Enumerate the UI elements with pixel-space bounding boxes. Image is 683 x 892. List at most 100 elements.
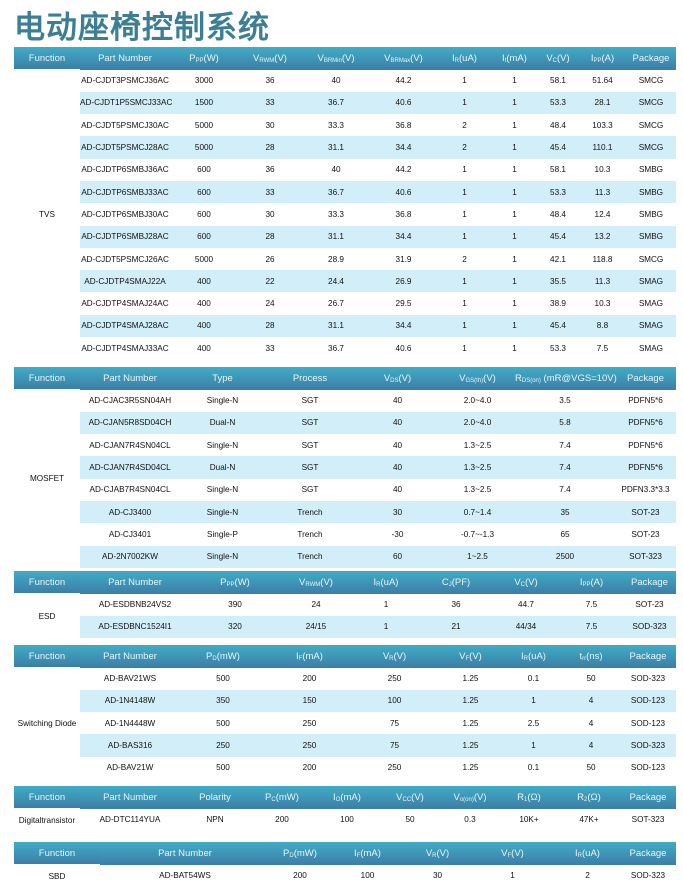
- table-cell: 29.5: [395, 299, 412, 309]
- column-header: VCC(V): [380, 786, 440, 809]
- table-cell: 40: [331, 76, 341, 86]
- table-cell: 53.3: [537, 180, 579, 204]
- header-label: V: [383, 372, 391, 384]
- table-cell: 35.5: [537, 270, 579, 293]
- header-label: Package: [629, 847, 667, 859]
- table-cell: 26.7: [328, 299, 344, 309]
- table-cell: 58.1: [550, 165, 566, 175]
- table-row: AD-CJ3401 Single-P Trench -30 -0.7~-1.3 65 SOT…: [14, 523, 676, 545]
- table-cell: 7.5: [585, 600, 598, 610]
- table-row: AD-1N4148W 350 150 100 1.25 1 4 SOD-123: [14, 689, 676, 713]
- header-subscript: PP: [593, 57, 602, 64]
- header-label: Function: [28, 372, 66, 384]
- table-cell: 7.5: [596, 343, 609, 353]
- table-cell: 12.4: [594, 209, 611, 219]
- table-cell: 1: [512, 209, 517, 219]
- table-cell: 1.25: [462, 763, 479, 773]
- header-label: Type: [212, 372, 233, 384]
- table-cell: 250: [387, 674, 402, 684]
- header-subscript: rr: [582, 655, 587, 662]
- table-cell: 60: [355, 545, 440, 568]
- table-cell: 1: [462, 76, 467, 86]
- table-cell: 65: [560, 529, 570, 539]
- header-unit: (Ω): [527, 791, 541, 803]
- table-cell: 31.1: [302, 314, 370, 338]
- part-number-cell: AD-2N7002KW: [80, 545, 180, 568]
- table-cell: 75: [389, 718, 400, 728]
- header-label: Package: [629, 791, 667, 803]
- column-header: VDS(V): [355, 367, 440, 390]
- table-cell: 1: [437, 270, 492, 293]
- table-cell: -30: [391, 529, 404, 539]
- table-cell: 28: [238, 314, 302, 338]
- table-cell: 31.9: [395, 254, 412, 264]
- table-cell: 2: [462, 254, 467, 264]
- table-cell: 2: [437, 136, 492, 159]
- header-subscript: RWM: [305, 581, 321, 588]
- part-number-cell: AD-CJDT5PSMCJ28AC: [80, 136, 170, 159]
- table-cell: 51.64: [592, 76, 613, 86]
- table-cell: 1: [492, 314, 537, 338]
- table-cell: 36: [265, 165, 275, 175]
- table-cell: SMBG: [626, 180, 676, 204]
- header-subscript: PP: [226, 581, 235, 588]
- table-row: Digitaltransistor AD-DTC114YUA NPN 200 100 50…: [14, 808, 676, 832]
- table-cell: 2.0~4.0: [440, 411, 515, 435]
- table-cell: 1: [462, 343, 467, 353]
- header-label: I: [333, 791, 336, 803]
- table-cell: 500: [216, 718, 230, 728]
- part-number-cell: AD-CJDT3PSMCJ36AC: [81, 76, 169, 86]
- table-cell: 30: [265, 120, 275, 130]
- header-label: V: [459, 372, 466, 384]
- table-cell: 50: [586, 674, 596, 684]
- table-cell: 34.4: [370, 136, 437, 159]
- column-header: CJ(PF): [420, 571, 492, 594]
- table-row: AD-CJ3400 Single-N Trench 30 0.7~1.4 35 SOT-23: [14, 500, 676, 524]
- table-cell: 103.3: [592, 120, 613, 130]
- table-cell: 53.3: [550, 343, 566, 353]
- table-cell: 35: [515, 500, 615, 524]
- table-row: AD-CJDTP6SMBJ36AC 600 36 40 44.2 1 1 58.1 10.3 SM…: [14, 159, 676, 181]
- header-label: I: [452, 52, 455, 64]
- table-cell: 100: [360, 871, 375, 881]
- header-subscript: F: [507, 852, 512, 859]
- table-cell: 390: [228, 600, 242, 610]
- header-label: R: [517, 791, 525, 803]
- table-cell: 1500: [170, 91, 238, 115]
- table-cell: 1: [512, 76, 517, 86]
- table-cell: 1: [437, 180, 492, 204]
- column-header: Function: [14, 571, 80, 594]
- header-label: Part Number: [108, 576, 162, 588]
- column-header: IR(uA): [437, 47, 492, 70]
- header-unit: (mW): [293, 847, 317, 859]
- header-label: Part Number: [103, 372, 157, 384]
- table-cell: Dual-N: [180, 456, 265, 479]
- table-cell: SMCG: [638, 120, 664, 130]
- table-row: AD-CJAN7R4SD04CL Dual-N SGT 40 1.3~2.5 7.4 PDF…: [14, 456, 676, 479]
- table-cell: 4: [562, 689, 620, 713]
- table-cell: 150: [266, 689, 353, 713]
- table-row: AD-CJDTP6SMBJ30AC 600 30 33.3 36.8 1 1 48.4 12.4…: [14, 203, 676, 225]
- table-cell: 33: [238, 91, 302, 115]
- header-label: I: [521, 650, 524, 662]
- header-subscript: PP: [195, 57, 204, 64]
- table-cell: 36.8: [395, 209, 412, 219]
- column-header: VR(V): [353, 645, 436, 668]
- header-label: V: [514, 576, 521, 588]
- table-cell: 1: [492, 225, 537, 248]
- table-cell: 36.7: [328, 343, 344, 353]
- column-header: Part Number: [80, 786, 180, 809]
- header-label: Function: [28, 576, 66, 588]
- header-subscript: R: [432, 852, 437, 859]
- column-header: Process: [265, 367, 355, 390]
- header-unit: (mA): [302, 650, 323, 662]
- table-cell: 200: [302, 674, 317, 684]
- header-label: V: [425, 847, 433, 859]
- table-cell: 1: [492, 180, 537, 204]
- header-label: V: [253, 52, 260, 64]
- column-header: IR(uA): [505, 645, 562, 668]
- header-unit: (uA): [459, 52, 477, 64]
- header-subscript: BRMax: [390, 57, 411, 64]
- header-label: R: [515, 372, 522, 384]
- column-header: Package: [623, 571, 676, 594]
